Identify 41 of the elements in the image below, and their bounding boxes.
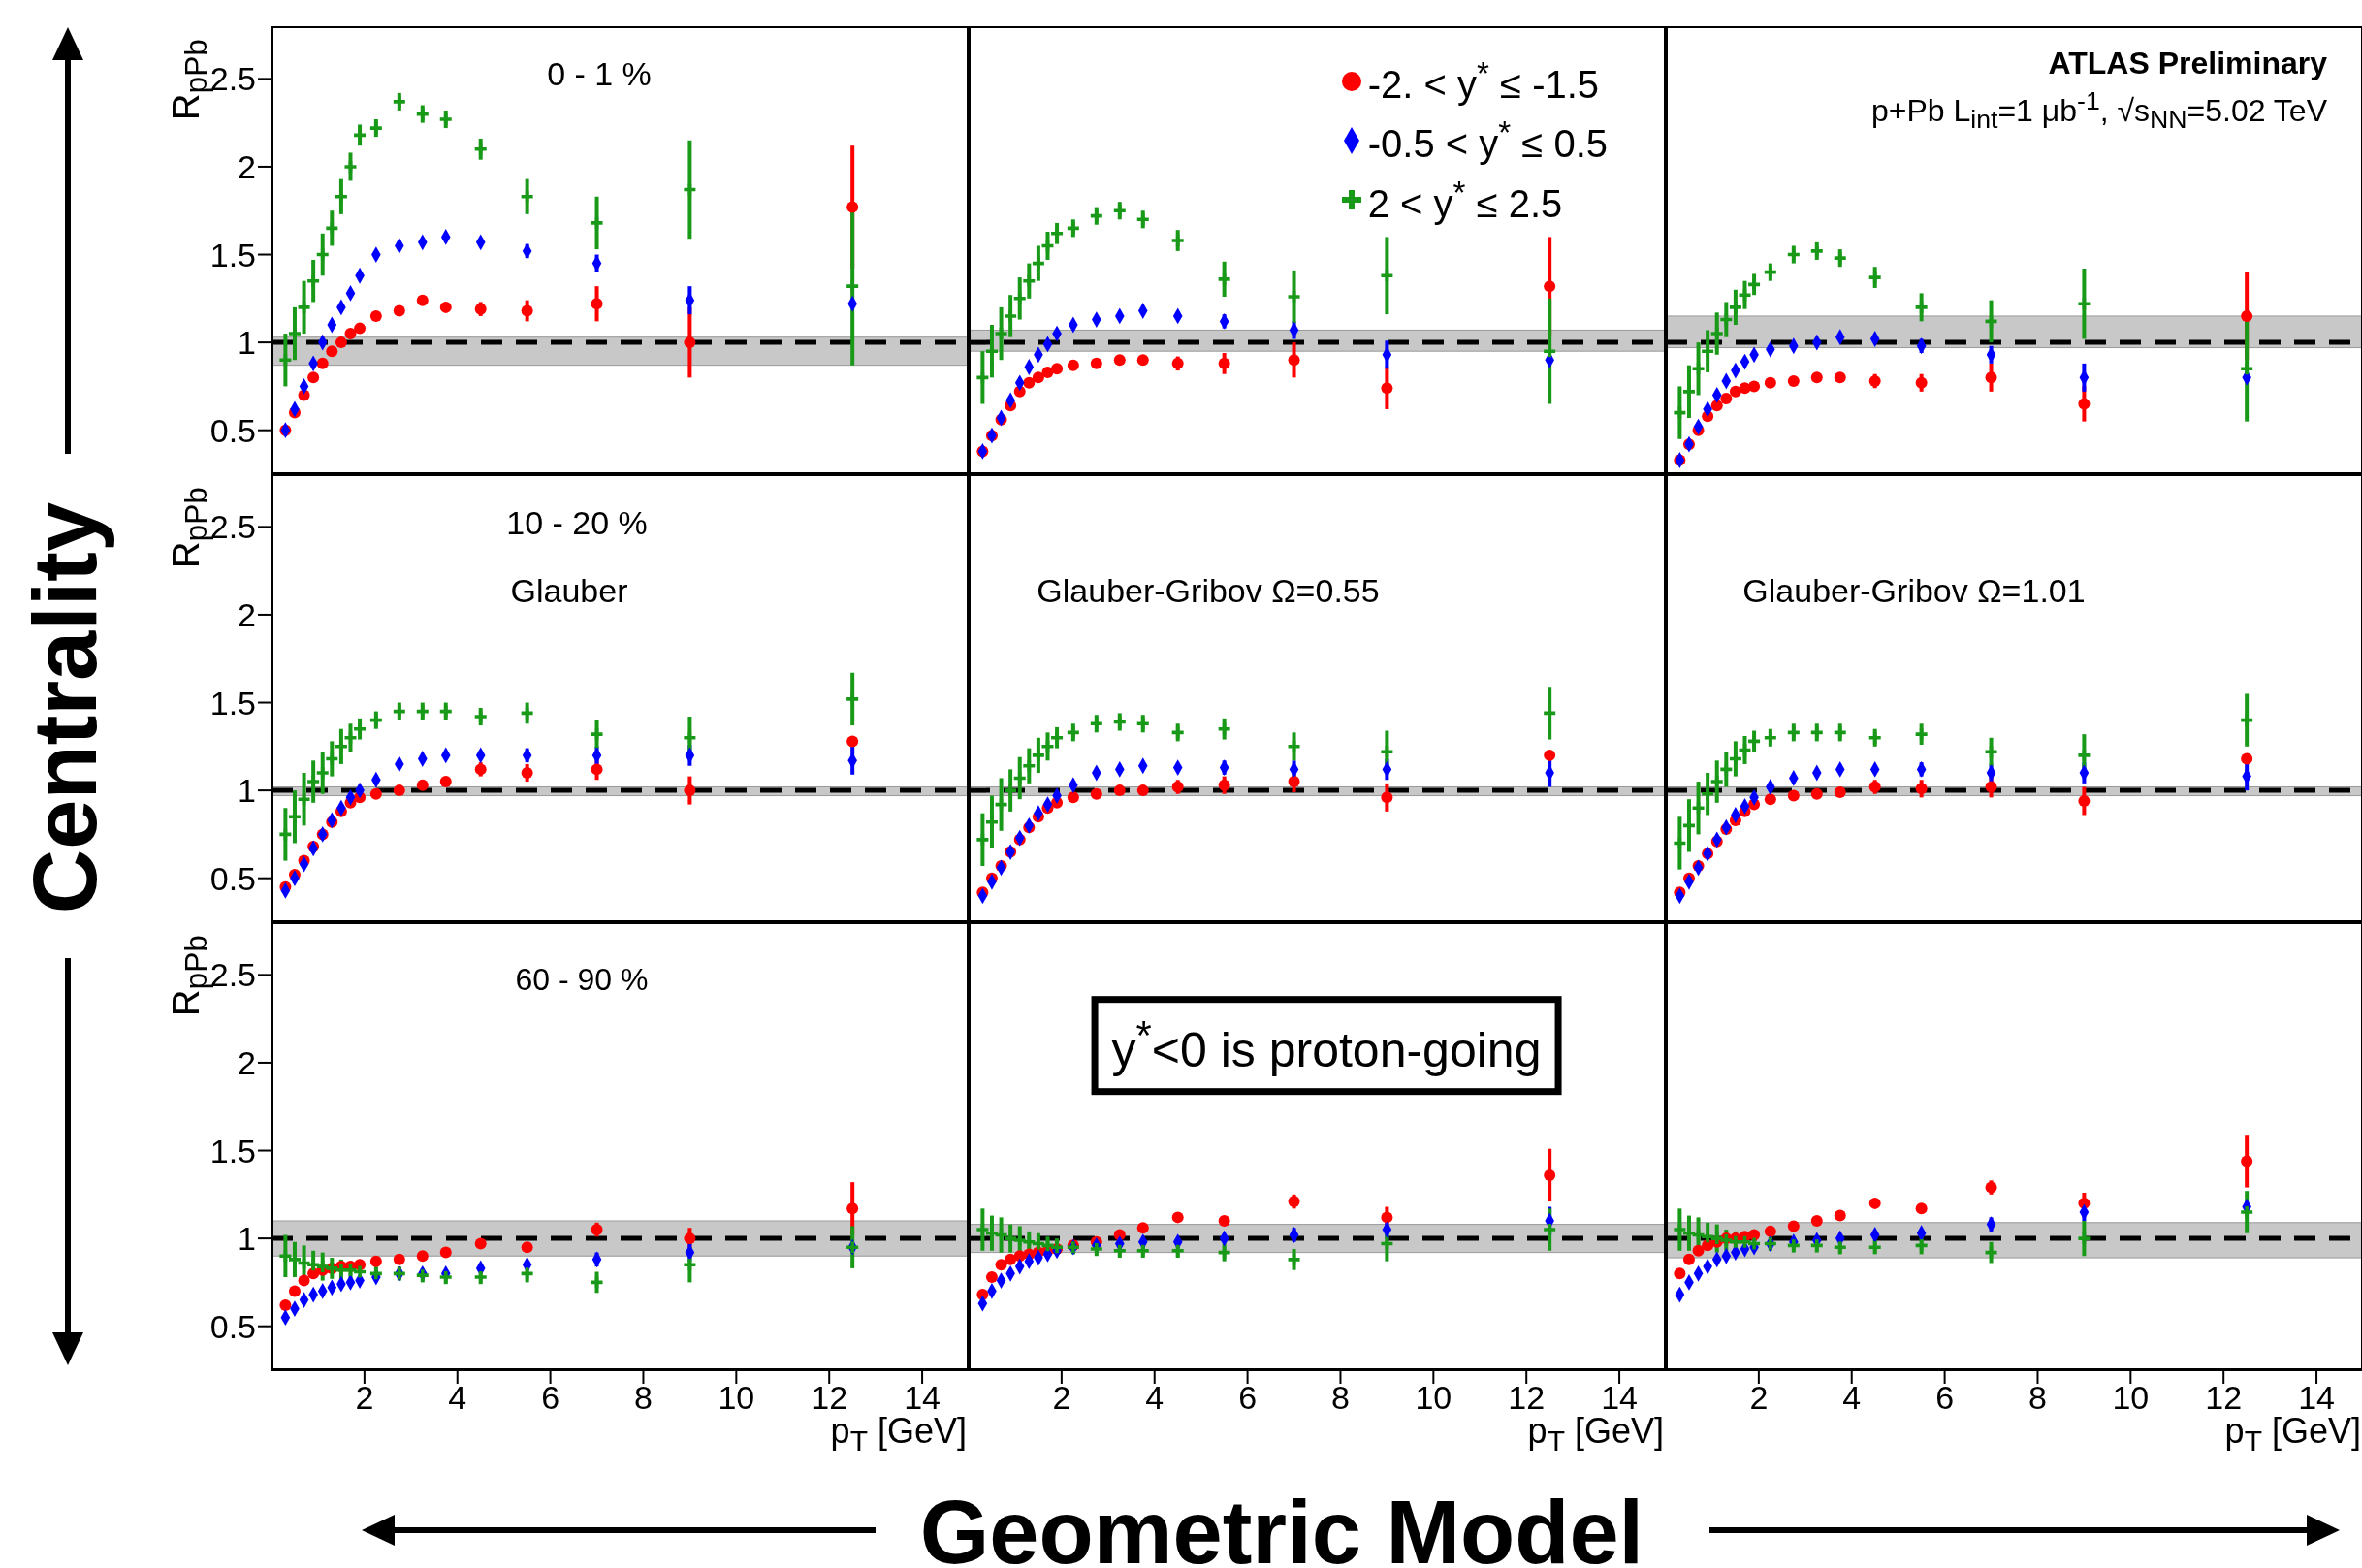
x-tick-label: 6 (1935, 1379, 1955, 1417)
y-tick-label: 0.5 (209, 1307, 256, 1345)
x-tick-label: 8 (1331, 1379, 1350, 1417)
x-tick-label: 10 (1415, 1379, 1452, 1417)
y-tick-label: 0.5 (209, 411, 256, 449)
x-tick-label: 4 (1842, 1379, 1862, 1417)
y-tick-label: 2 (238, 148, 256, 186)
annotation: Glauber-Gribov Ω=0.55 (1037, 571, 1380, 610)
y-tick-label: 2 (238, 596, 256, 634)
legend-label: -2. < y$^{*}$ ≤ -1.5 (1367, 55, 1600, 108)
x-tick-label: 6 (541, 1379, 560, 1417)
annotation: p+Pb L$_{int}$=1 μb$^{-1}$, √s$_{NN}$=5.02 TeV (1870, 85, 2327, 136)
y-tick-label: 1.5 (209, 1132, 256, 1169)
x-tick-label: 10 (2112, 1379, 2150, 1417)
annotation: 0 - 1 % (547, 54, 652, 93)
annotation: Glauber-Gribov Ω=1.01 (1742, 571, 2086, 610)
y-tick-label: 0.5 (209, 859, 256, 897)
y-tick-label: 1.5 (209, 236, 256, 273)
annotation: ATLAS Preliminary (2048, 45, 2327, 81)
annotation: 60 - 90 % (515, 961, 649, 998)
x-tick-label: 2 (1749, 1379, 1769, 1417)
annotation: Glauber (510, 571, 628, 610)
x-tick-label: 6 (1238, 1379, 1258, 1417)
annotation: y$^{*}$<0 is proton-going (1091, 996, 1562, 1095)
x-tick-label: 4 (1145, 1379, 1165, 1417)
y-tick-label: 1.5 (209, 684, 256, 721)
annotation: 10 - 20 % (506, 503, 648, 542)
text: Geometric Model (919, 1481, 1644, 1568)
y-tick-label: 1 (238, 324, 256, 362)
x-tick-label: 10 (718, 1379, 755, 1417)
text: Centrality (14, 501, 115, 914)
x-tick-label: 8 (634, 1379, 653, 1417)
x-tick-label: 2 (1052, 1379, 1071, 1417)
y-tick-label: 2 (238, 1044, 256, 1082)
x-tick-label: 8 (2028, 1379, 2047, 1417)
legend-label: -0.5 < y$^{*}$ ≤ 0.5 (1367, 114, 1608, 167)
x-tick-label: 4 (448, 1379, 467, 1417)
legend-label: 2 < y$^{*}$ ≤ 2.5 (1367, 174, 1563, 226)
x-tick-label: 2 (355, 1379, 374, 1417)
y-tick-label: 1 (238, 772, 256, 810)
y-tick-label: 1 (238, 1220, 256, 1258)
